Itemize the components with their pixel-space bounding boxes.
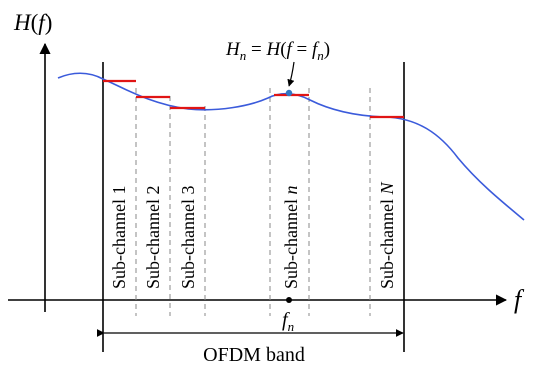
fn-marker xyxy=(286,297,292,303)
subchannel-gain-steps xyxy=(103,79,404,119)
subchannel-label-N: Sub-channel N xyxy=(377,182,397,289)
subchannel-label-1: Sub-channel 1 xyxy=(109,186,129,289)
y-axis-label: H(f) xyxy=(13,10,52,35)
subchannel-label-n: Sub-channel n xyxy=(281,186,301,289)
hn-annotation: Hn = H(f = fn) xyxy=(225,39,330,63)
x-axis-label: f xyxy=(514,285,525,314)
subchannel-label-3: Sub-channel 3 xyxy=(178,186,198,289)
ofdm-band-label: OFDM band xyxy=(203,344,305,366)
fn-label: fn xyxy=(282,309,294,334)
subchannel-label-2: Sub-channel 2 xyxy=(143,186,163,289)
annotation-arrow xyxy=(287,61,295,87)
subchannel-dividers xyxy=(135,88,371,316)
sample-point-hn xyxy=(285,89,293,97)
